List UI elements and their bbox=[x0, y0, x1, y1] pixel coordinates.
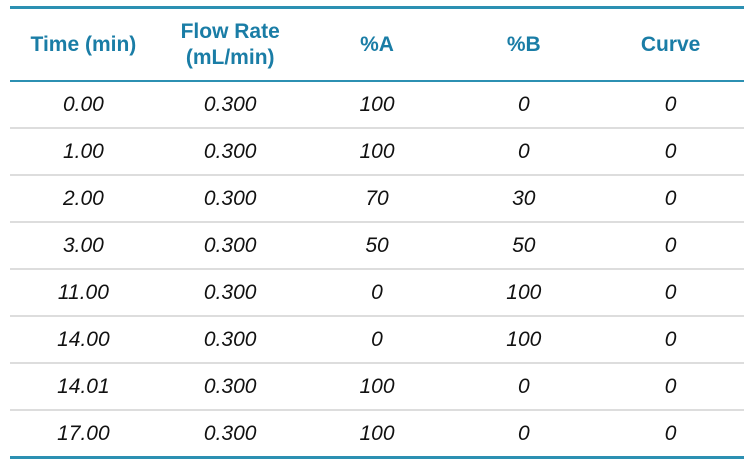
column-header: Time (min) bbox=[30, 32, 137, 56]
table-cell: 100 bbox=[506, 280, 542, 304]
table-cell: 0 bbox=[371, 327, 383, 351]
table-cell: 14.00 bbox=[57, 327, 110, 351]
table-cell: 3.00 bbox=[62, 233, 104, 257]
table-row: 14.01 0.300 100 0 0 bbox=[10, 363, 744, 410]
table-cell: 0 bbox=[664, 92, 677, 116]
table-cell: 0 bbox=[664, 280, 677, 304]
table-cell: 50 bbox=[365, 233, 389, 257]
table-cell: 100 bbox=[506, 327, 542, 351]
table-row: 3.00 0.300 50 50 0 bbox=[10, 222, 744, 269]
table-cell: 0 bbox=[664, 186, 677, 210]
table-row: 1.00 0.300 100 0 0 bbox=[10, 128, 744, 175]
table-cell: 100 bbox=[359, 92, 395, 116]
table-row: 14.00 0.300 0 100 0 bbox=[10, 316, 744, 363]
table-header: Time (min) Flow Rate (mL/min) %A %B Curve bbox=[10, 8, 744, 81]
table-cell: 0.00 bbox=[62, 92, 104, 116]
table-cell: 50 bbox=[512, 233, 536, 257]
table-row: 2.00 0.300 70 30 0 bbox=[10, 175, 744, 222]
table-cell: 0 bbox=[517, 421, 530, 445]
column-header: %B bbox=[506, 32, 541, 56]
table-cell: 2.00 bbox=[62, 186, 104, 210]
table-cell: 100 bbox=[359, 421, 395, 445]
column-header: Flow Rate (mL/min) bbox=[180, 20, 280, 69]
table-cell: 0 bbox=[517, 139, 530, 163]
table-row: 17.00 0.300 100 0 0 bbox=[10, 410, 744, 458]
table-cell: 0.300 bbox=[203, 374, 257, 398]
table-cell: 0 bbox=[664, 139, 677, 163]
table-cell: 0.300 bbox=[203, 421, 257, 445]
table-cell: 100 bbox=[359, 139, 395, 163]
table-cell: 0 bbox=[664, 233, 677, 257]
table-cell: 0 bbox=[664, 327, 677, 351]
table-cell: 0.300 bbox=[203, 92, 257, 116]
table-cell: 0 bbox=[371, 280, 383, 304]
table-row: 11.00 0.300 0 100 0 bbox=[10, 269, 744, 316]
column-header: %A bbox=[360, 32, 394, 56]
table-body: 0.00 0.300 100 0 0 1.00 0.300 100 0 0 2.00 0.300 70 3… bbox=[10, 81, 744, 458]
table-cell: 1.00 bbox=[62, 139, 104, 163]
table-cell: 30 bbox=[512, 186, 536, 210]
table-cell: 0 bbox=[664, 421, 677, 445]
table-cell: 0.300 bbox=[203, 139, 257, 163]
table-cell: 0.300 bbox=[203, 233, 257, 257]
table-cell: 11.00 bbox=[57, 280, 109, 304]
header-row: Time (min) Flow Rate (mL/min) %A %B Curve bbox=[10, 8, 744, 81]
table-cell: 0 bbox=[517, 374, 530, 398]
column-header: Curve bbox=[640, 32, 701, 56]
table-cell: 0.300 bbox=[203, 186, 257, 210]
table-row: 0.00 0.300 100 0 0 bbox=[10, 81, 744, 128]
table-cell: 17.00 bbox=[57, 421, 110, 445]
table-cell: 100 bbox=[359, 374, 395, 398]
table-cell: 0 bbox=[664, 374, 677, 398]
table-cell: 0.300 bbox=[203, 280, 257, 304]
table-cell: 0 bbox=[517, 92, 530, 116]
table-cell: 70 bbox=[365, 186, 389, 210]
table-cell: 14.01 bbox=[57, 374, 110, 398]
table-cell: 0.300 bbox=[203, 327, 257, 351]
gradient-table: Time (min) Flow Rate (mL/min) %A %B Curve 0.… bbox=[10, 6, 744, 459]
